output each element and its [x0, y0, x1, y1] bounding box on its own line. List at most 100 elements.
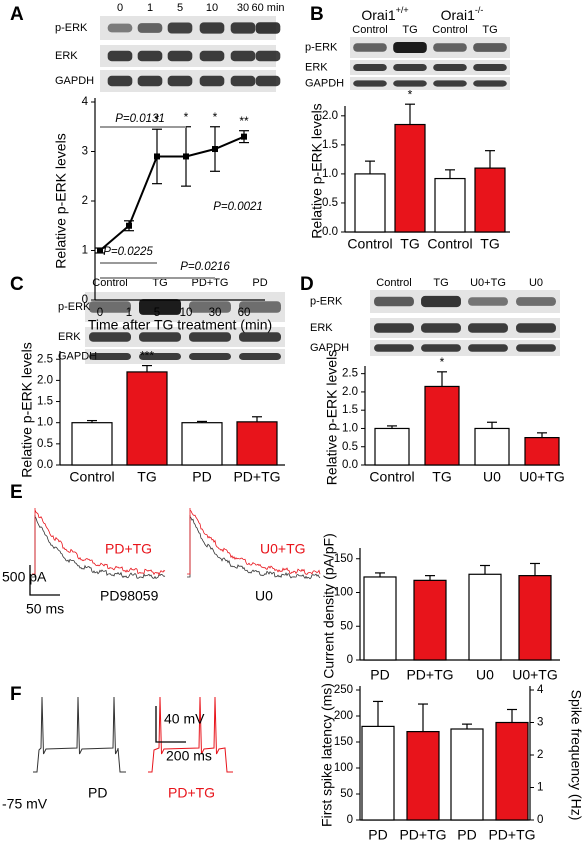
lane-label: TG: [402, 24, 417, 36]
trace-label: PD+TG: [168, 785, 215, 801]
blot-band: [353, 80, 387, 87]
lane-label: U0: [529, 277, 543, 289]
panel-letter: E: [10, 482, 23, 503]
lane-label: PD+TG: [192, 277, 229, 289]
y-tick-label: 50: [340, 788, 353, 800]
genotype-sup: -/-: [475, 5, 484, 15]
blot-band: [89, 301, 131, 313]
bar: [474, 167, 506, 233]
blot-band: [139, 299, 181, 315]
y-tick-label: 2.0: [342, 386, 358, 398]
blot-band: [516, 297, 556, 306]
trace-label: PD: [88, 785, 107, 801]
blot-band: [189, 332, 231, 342]
bar: [236, 421, 278, 466]
y-axis-title: Relative p-ERK levels: [19, 342, 35, 477]
scale-bar: [29, 565, 60, 596]
y-axis-title: First spike latency (ms): [319, 683, 335, 827]
x-tick-label: Control: [427, 236, 472, 252]
significance: *: [408, 87, 413, 101]
y-tick-label: 0.5: [322, 197, 338, 209]
blot-row-label: p-ERK: [58, 301, 91, 313]
data-point: [154, 153, 160, 160]
genotype-sup: +/+: [396, 5, 409, 15]
blot-band: [89, 332, 131, 342]
blot-band: [353, 63, 387, 72]
y-tick-label: 2.5: [342, 368, 358, 380]
lane-label: 10: [206, 2, 218, 14]
current-trace: [187, 508, 321, 575]
y-tick-label: 1.5: [322, 139, 338, 151]
current-trace: [32, 508, 166, 576]
p-value: P=0.0131: [115, 113, 165, 125]
blot-band: [139, 352, 181, 361]
blot-strip: [370, 318, 560, 338]
y-axis-title: Relative p-ERK levels: [53, 133, 69, 268]
y2-tick-label: 1: [537, 782, 543, 794]
y-tick-label: 4: [82, 96, 89, 108]
x-tick-label: PD: [370, 667, 389, 683]
scale-label: 40 mV: [164, 711, 205, 727]
x-tick-label: PD: [457, 827, 476, 843]
x-tick-label: PD: [192, 469, 211, 485]
blot-band: [89, 352, 131, 361]
blot-row-label: GAPDH: [305, 77, 344, 89]
x-tick-label: 30: [209, 307, 222, 319]
lane-label: 5: [177, 2, 183, 14]
blot-band: [107, 50, 133, 62]
lane-label: Control: [376, 277, 411, 289]
y-tick-label: 100: [334, 587, 353, 599]
blot-band: [255, 22, 281, 34]
x-tick-label: TG: [400, 236, 419, 252]
bar: [434, 177, 466, 233]
blot-strip: [350, 60, 510, 75]
blot-strip: [370, 290, 560, 313]
blot-strip: [350, 77, 510, 90]
blot-band: [468, 297, 508, 306]
blot-band: [107, 23, 133, 33]
voltage-trace: [148, 696, 233, 773]
blot-band: [374, 344, 414, 352]
blot-strip: [85, 349, 285, 364]
data-point: [212, 146, 218, 153]
blot-row-label: ERK: [305, 61, 328, 73]
blot-band: [189, 301, 231, 313]
significance: *: [155, 112, 160, 126]
blot-band: [433, 43, 467, 52]
significance: ***: [140, 349, 154, 363]
blot-band: [107, 75, 133, 87]
x-tick-label: PD+TG: [233, 469, 280, 485]
blot-band: [199, 50, 225, 62]
bar: [71, 422, 113, 466]
x-tick-label: U0: [483, 469, 501, 485]
blot-band: [199, 22, 225, 34]
scale-bar: [155, 706, 186, 743]
blot-band: [189, 352, 231, 361]
y-tick-label: 0: [82, 294, 88, 306]
bar: [354, 173, 386, 233]
bar: [474, 427, 510, 466]
bar: [468, 573, 502, 661]
p-value: P=0.0225: [103, 246, 153, 258]
x-tick-label: 1: [126, 307, 132, 319]
y2-tick-label: 0: [537, 814, 543, 826]
x-tick-label: TG: [480, 236, 499, 252]
bar: [524, 436, 560, 466]
blot-band: [239, 301, 281, 313]
bar: [413, 579, 447, 661]
blot-band: [374, 296, 414, 307]
y-tick-label: 2.0: [322, 110, 338, 122]
x-tick-label: PD+TG: [399, 827, 446, 843]
y-tick-label: 50: [340, 620, 353, 632]
trace-label: U0: [255, 588, 273, 604]
blot-band: [433, 63, 467, 72]
y-tick-label: 250: [334, 684, 353, 696]
bar: [363, 576, 397, 661]
blot-band: [239, 352, 281, 361]
x-tick-label: U0+TG: [512, 667, 558, 683]
x-tick-label: PD+TG: [488, 827, 535, 843]
blot-strip: [370, 340, 560, 356]
blot-row-label: p-ERK: [305, 41, 338, 53]
x-tick-label: 60: [238, 307, 251, 319]
y-tick-label: 150: [334, 553, 353, 565]
